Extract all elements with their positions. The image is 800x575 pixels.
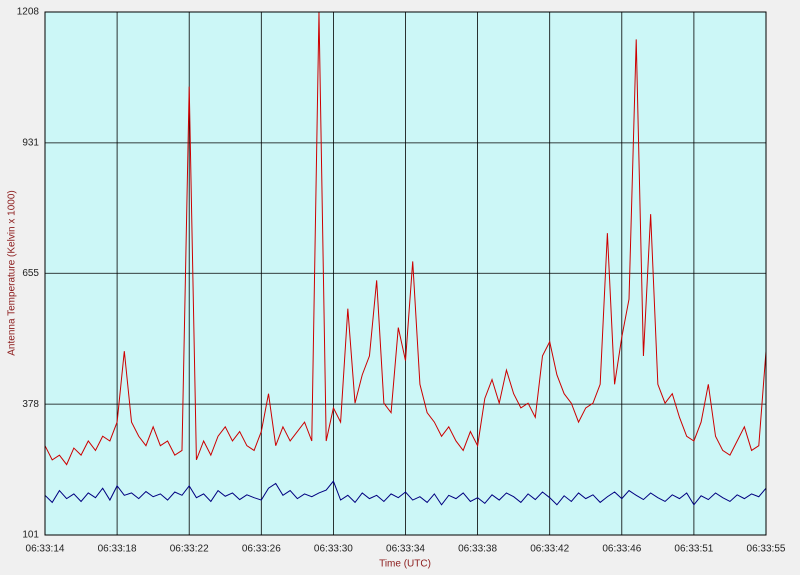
series-line — [44, 11, 767, 466]
y-tick-label: 378 — [22, 399, 39, 410]
plot-border — [44, 11, 767, 536]
x-tick-label: 06:33:55 — [747, 544, 786, 555]
y-tick-label: 931 — [22, 138, 39, 149]
y-tick-label: 1208 — [17, 7, 40, 18]
x-tick-label: 06:33:34 — [386, 544, 425, 555]
x-tick-label: 06:33:14 — [26, 544, 65, 555]
x-tick-label: 06:33:30 — [314, 544, 353, 555]
x-tick-label: 06:33:51 — [674, 544, 713, 555]
y-tick-label: 101 — [22, 530, 39, 541]
x-tick-label: 06:33:42 — [530, 544, 569, 555]
x-tick-label: 06:33:26 — [242, 544, 281, 555]
x-tick-label: 06:33:22 — [170, 544, 209, 555]
y-tick-label: 655 — [22, 268, 39, 279]
x-tick-label: 06:33:38 — [458, 544, 497, 555]
series-line — [44, 480, 767, 506]
y-axis-title: Antenna Temperature (Kelvin x 1000) — [7, 190, 18, 355]
x-tick-label: 06:33:18 — [98, 544, 137, 555]
x-axis-title: Time (UTC) — [379, 559, 431, 570]
x-tick-label: 06:33:46 — [602, 544, 641, 555]
